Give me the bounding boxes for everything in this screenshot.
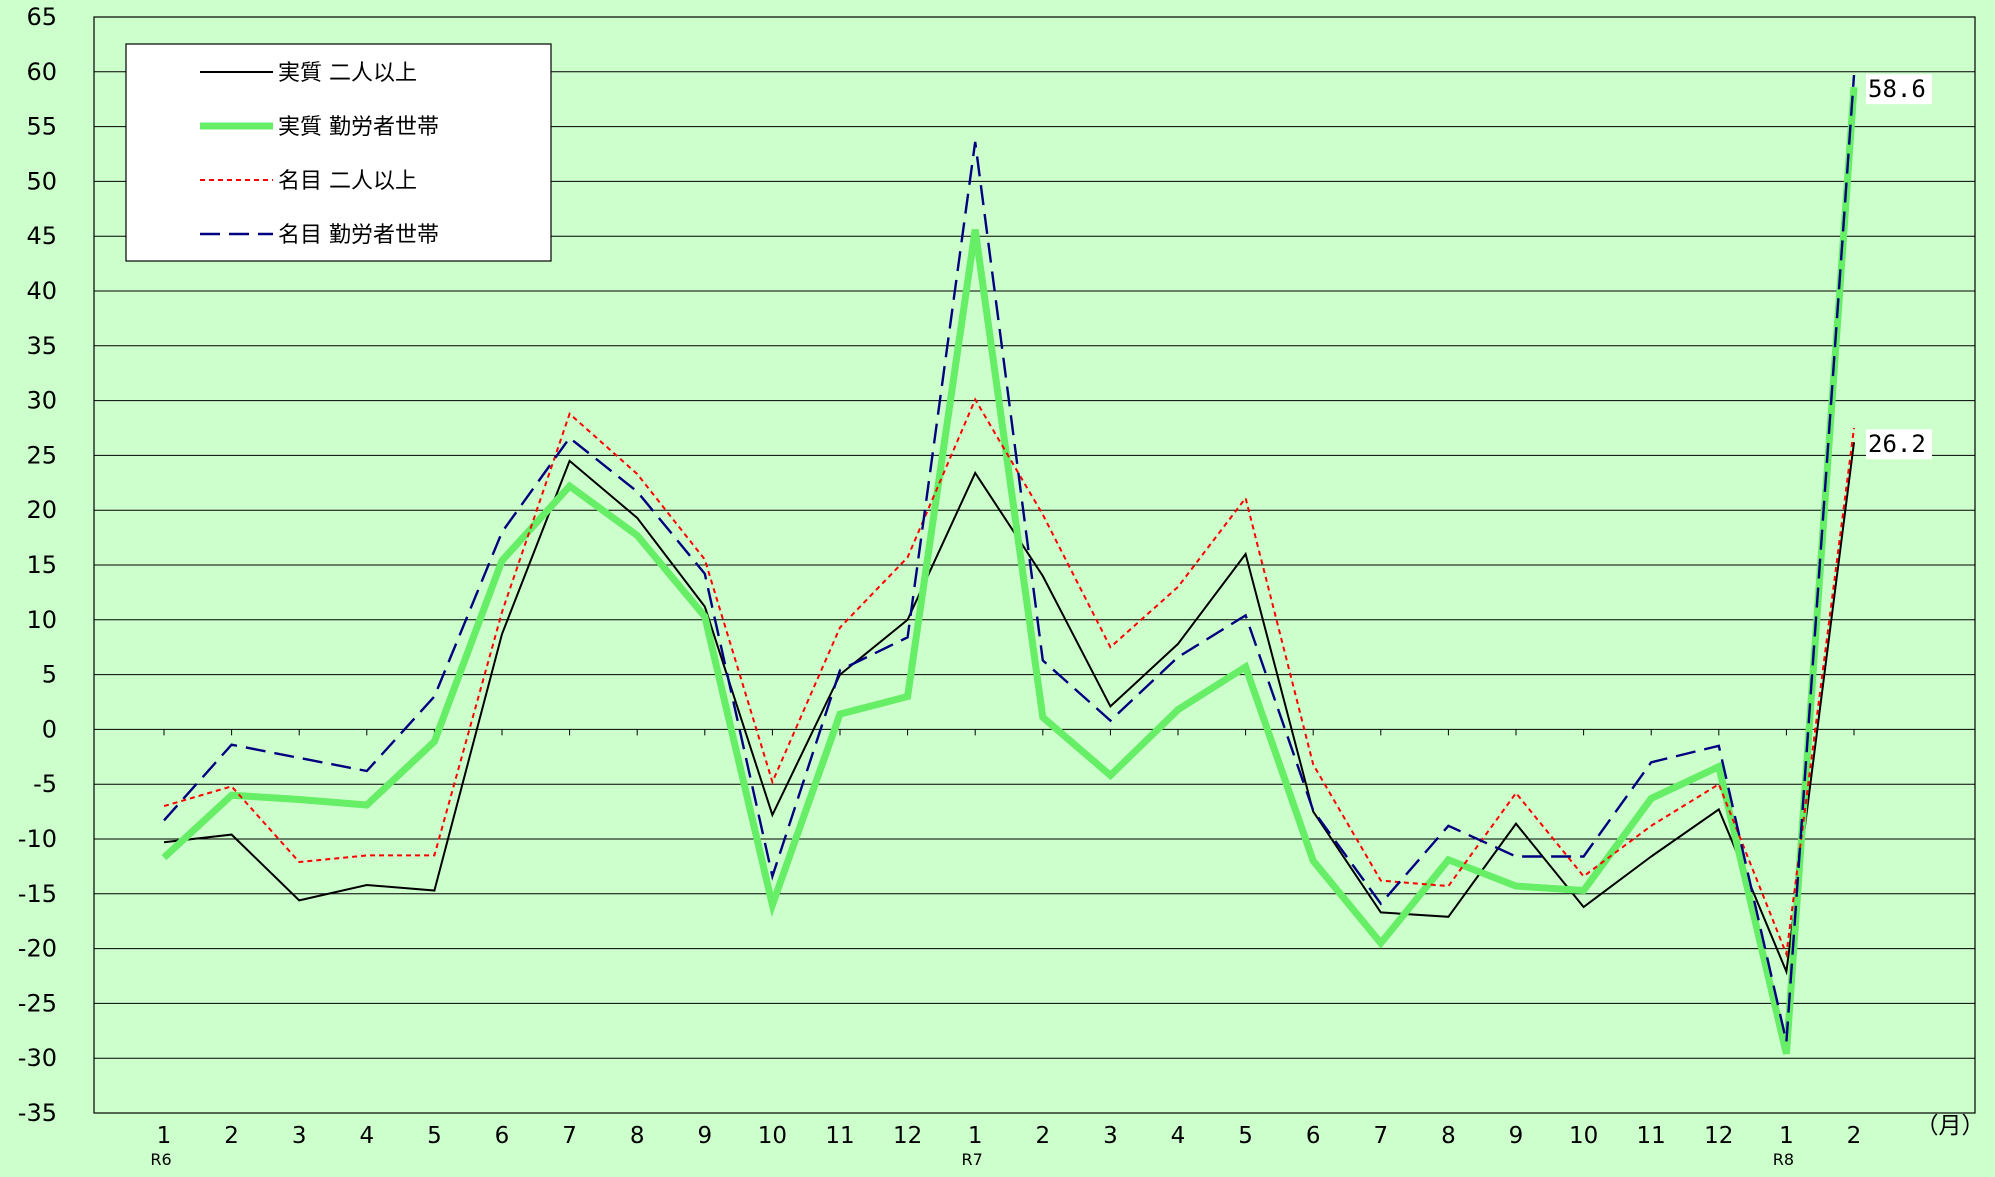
- x-tick-label: 2: [1035, 1123, 1050, 1149]
- y-tick-label: 0: [42, 715, 57, 743]
- x-tick-label: 10: [758, 1123, 787, 1149]
- x-tick-label: 1: [1779, 1123, 1794, 1149]
- legend-entry: 名目 勤労者世帯: [278, 223, 439, 248]
- y-tick-label: 65: [26, 3, 57, 31]
- data-label: 58.6: [1868, 75, 1926, 103]
- y-tick-label: -25: [18, 989, 57, 1017]
- x-tick-label: 11: [825, 1123, 854, 1149]
- x-tick-label: 4: [359, 1123, 374, 1149]
- y-tick-label: -20: [18, 935, 57, 963]
- y-tick-label: 5: [42, 661, 57, 689]
- x-tick-label: 6: [495, 1123, 510, 1149]
- y-tick-label: 15: [26, 551, 57, 579]
- x-tick-label: 5: [427, 1123, 442, 1149]
- series-line-3: [163, 75, 1856, 1043]
- data-label: 26.2: [1868, 430, 1926, 458]
- x-tick-label: 1: [157, 1123, 172, 1149]
- y-tick-label: 45: [26, 222, 57, 250]
- y-tick-label: -35: [18, 1099, 57, 1127]
- y-tick-label: 40: [26, 277, 57, 305]
- legend-entry: 実質 二人以上: [278, 61, 417, 86]
- data-label-bg: [1866, 429, 1932, 460]
- y-tick-label: 25: [26, 441, 57, 469]
- era-label: R6: [150, 1150, 171, 1169]
- y-tick-label: 50: [26, 167, 57, 195]
- x-tick-label: 3: [1103, 1123, 1118, 1149]
- y-tick-label: 55: [26, 113, 57, 141]
- y-tick-label: 30: [26, 387, 57, 415]
- legend-box: [125, 43, 552, 262]
- axes: 65605550454035302520151050-5-10-15-20-25…: [18, 3, 1985, 1169]
- x-tick-label: 9: [1509, 1123, 1524, 1149]
- x-tick-label: 11: [1637, 1123, 1666, 1149]
- x-tick-label: 8: [630, 1123, 645, 1149]
- x-tick-label: 8: [1441, 1123, 1456, 1149]
- legend-entry: 実質 勤労者世帯: [278, 115, 439, 140]
- y-tick-label: -30: [18, 1044, 57, 1072]
- y-tick-label: 60: [26, 58, 57, 86]
- era-label: R8: [1773, 1150, 1794, 1169]
- series-line-1: [161, 86, 1858, 1055]
- y-tick-label: -15: [18, 880, 57, 908]
- y-tick-label: 35: [26, 332, 57, 360]
- y-tick-label: -10: [18, 825, 57, 853]
- x-tick-label: 4: [1171, 1123, 1186, 1149]
- series-line-2: [163, 397, 1855, 959]
- x-tick-label: 3: [292, 1123, 307, 1149]
- series-lines: [161, 75, 1858, 1055]
- y-tick-label: 10: [26, 606, 57, 634]
- x-tick-label: 1: [968, 1123, 983, 1149]
- x-tick-label: 2: [224, 1123, 239, 1149]
- x-tick-label: 7: [1373, 1123, 1388, 1149]
- x-tick-label: 10: [1569, 1123, 1598, 1149]
- y-tick-label: -5: [33, 770, 57, 798]
- data-label-bg: [1866, 74, 1932, 105]
- x-tick-label: 9: [697, 1123, 712, 1149]
- x-tick-label: 6: [1306, 1123, 1321, 1149]
- x-tick-label: 7: [562, 1123, 577, 1149]
- era-label: R7: [962, 1150, 983, 1169]
- annotations: 58.6 26.2: [1866, 74, 1932, 460]
- x-tick-label: 12: [893, 1123, 922, 1149]
- x-unit-label: （月）: [1916, 1113, 1985, 1139]
- legend-entry: 名目 二人以上: [278, 169, 417, 194]
- y-tick-label: 20: [26, 496, 57, 524]
- x-tick-label: 5: [1238, 1123, 1253, 1149]
- x-tick-label: 2: [1847, 1123, 1862, 1149]
- x-tick-label: 12: [1704, 1123, 1733, 1149]
